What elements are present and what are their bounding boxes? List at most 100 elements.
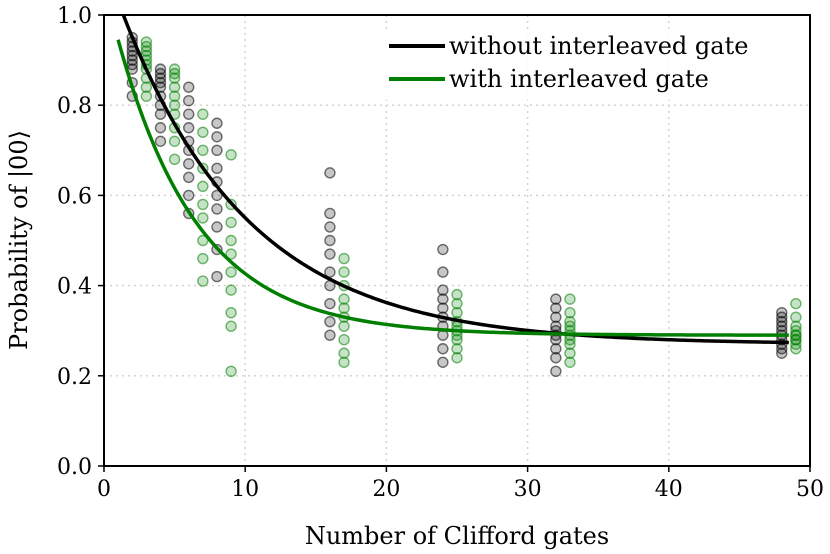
fit-curve-layer	[116, 15, 789, 345]
data-point-with-interleaved	[338, 356, 350, 368]
data-point-with-interleaved	[564, 347, 576, 359]
data-point-without-interleaved	[550, 320, 562, 332]
data-point-with-interleaved	[564, 315, 576, 328]
legend-label-with-interleaved: with interleaved gate	[449, 65, 709, 93]
data-point-with-interleaved	[451, 297, 463, 310]
data-point-with-interleaved	[225, 234, 237, 247]
x-tick-label: 0	[97, 477, 111, 502]
data-point-with-interleaved	[197, 275, 209, 287]
data-point-with-interleaved	[451, 352, 463, 364]
data-point-without-interleaved	[211, 221, 223, 233]
legend-label-without-interleaved: without interleaved gate	[449, 32, 748, 60]
data-point-without-interleaved	[154, 63, 167, 75]
data-point-with-interleaved	[338, 293, 350, 305]
data-point-without-interleaved	[776, 306, 788, 319]
data-point-without-interleaved	[437, 293, 449, 305]
data-point-without-interleaved	[211, 270, 223, 283]
data-point-with-interleaved	[564, 306, 576, 319]
data-point-with-interleaved	[197, 234, 209, 247]
x-tick-label: 10	[231, 477, 259, 502]
data-point-with-interleaved	[338, 302, 350, 314]
data-point-with-interleaved	[225, 266, 237, 278]
data-point-without-interleaved	[324, 221, 336, 233]
data-point-with-interleaved	[140, 36, 153, 48]
x-axis-label: Number of Clifford gates	[305, 522, 609, 550]
y-axis-label: Probability of |00⟩	[5, 130, 34, 350]
data-point-without-interleaved	[183, 171, 195, 184]
data-point-without-interleaved	[324, 234, 336, 247]
data-point-with-interleaved	[140, 81, 153, 93]
data-point-without-interleaved	[211, 117, 223, 129]
data-point-without-interleaved	[437, 243, 449, 256]
scatter-layer	[126, 31, 802, 377]
data-point-with-interleaved	[338, 252, 350, 265]
data-point-without-interleaved	[550, 365, 562, 377]
data-point-without-interleaved	[154, 135, 167, 147]
data-point-with-interleaved	[451, 343, 463, 355]
data-point-with-interleaved	[451, 288, 463, 301]
data-point-without-interleaved	[437, 266, 449, 278]
data-point-without-interleaved	[550, 352, 562, 364]
data-point-without-interleaved	[437, 356, 449, 368]
data-point-without-interleaved	[211, 203, 223, 215]
y-tick-label: 1.0	[57, 4, 92, 29]
data-point-without-interleaved	[154, 108, 167, 120]
data-point-without-interleaved	[437, 284, 449, 296]
data-point-with-interleaved	[197, 252, 209, 265]
data-point-without-interleaved	[437, 302, 449, 314]
data-point-with-interleaved	[338, 320, 350, 332]
data-point-with-interleaved	[197, 198, 209, 211]
data-point-with-interleaved	[197, 144, 209, 157]
data-point-with-interleaved	[225, 284, 237, 296]
data-point-with-interleaved	[338, 334, 350, 346]
y-tick-label: 0.6	[57, 184, 92, 209]
data-point-without-interleaved	[211, 131, 223, 143]
fit-curve-with-interleaved	[116, 39, 789, 337]
y-tick-label: 0.0	[57, 455, 92, 480]
data-point-with-interleaved	[225, 320, 237, 332]
data-point-with-interleaved	[790, 311, 802, 323]
plot-frame	[103, 14, 811, 467]
data-point-with-interleaved	[168, 135, 181, 147]
data-point-without-interleaved	[183, 94, 195, 107]
legend-background	[380, 30, 800, 100]
data-point-with-interleaved	[225, 306, 237, 319]
data-point-with-interleaved	[790, 320, 802, 332]
data-point-with-interleaved	[197, 180, 209, 193]
y-tick-label: 0.2	[57, 365, 92, 390]
data-point-with-interleaved	[168, 90, 181, 102]
data-point-with-interleaved	[338, 347, 350, 359]
data-point-with-interleaved	[225, 149, 237, 161]
data-point-without-interleaved	[550, 293, 562, 305]
data-point-with-interleaved	[168, 81, 181, 93]
x-tick-label: 20	[372, 477, 400, 502]
data-point-without-interleaved	[324, 167, 336, 179]
data-point-without-interleaved	[211, 144, 223, 157]
data-point-with-interleaved	[225, 365, 237, 377]
y-tick-label: 0.4	[57, 275, 92, 300]
data-point-without-interleaved	[183, 158, 195, 170]
data-point-without-interleaved	[324, 207, 336, 220]
data-point-without-interleaved	[183, 81, 195, 93]
data-point-without-interleaved	[211, 162, 223, 175]
data-point-without-interleaved	[324, 248, 336, 260]
x-tick-label: 40	[655, 477, 683, 502]
data-point-with-interleaved	[197, 126, 209, 138]
data-point-with-interleaved	[338, 266, 350, 278]
data-point-with-interleaved	[197, 212, 209, 224]
data-point-without-interleaved	[324, 266, 336, 278]
data-point-without-interleaved	[550, 311, 562, 323]
data-point-with-interleaved	[168, 99, 181, 111]
data-point-with-interleaved	[225, 248, 237, 260]
data-point-with-interleaved	[790, 297, 802, 310]
data-point-with-interleaved	[197, 108, 209, 120]
data-point-with-interleaved	[168, 153, 181, 166]
fit-curve-without-interleaved	[121, 15, 789, 345]
data-point-with-interleaved	[225, 216, 237, 229]
data-point-with-interleaved	[140, 90, 153, 102]
x-tick-label: 30	[514, 477, 542, 502]
data-point-with-interleaved	[564, 293, 576, 305]
data-point-with-interleaved	[168, 63, 181, 75]
data-point-without-interleaved	[183, 189, 195, 202]
